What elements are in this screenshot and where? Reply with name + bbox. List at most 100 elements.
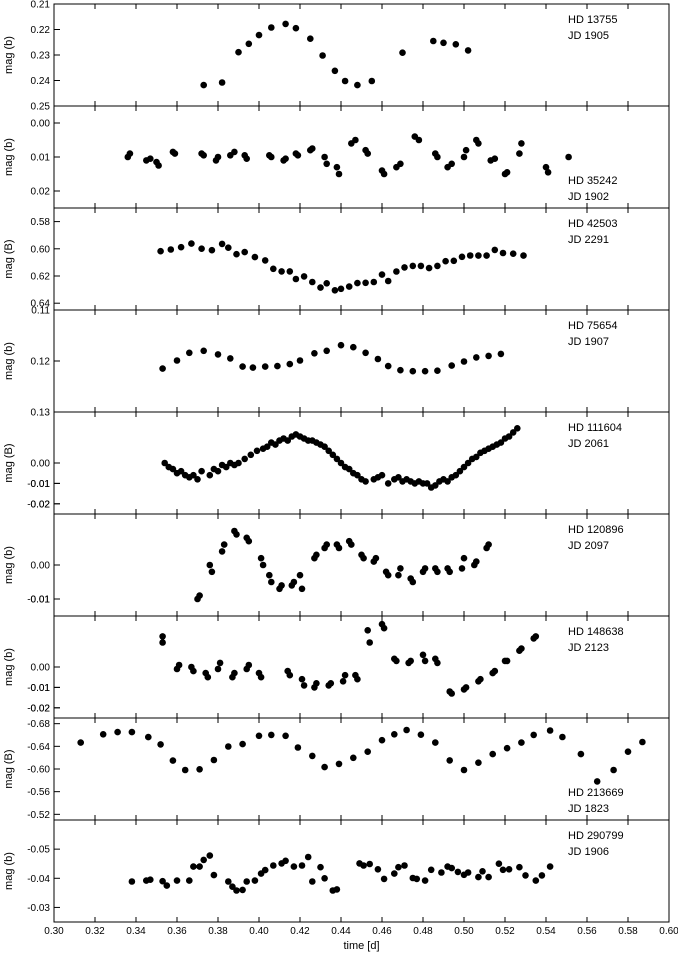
y-tick-label: -0.02 bbox=[27, 703, 50, 714]
data-point bbox=[544, 169, 552, 176]
data-point bbox=[253, 447, 261, 455]
data-point bbox=[198, 245, 205, 252]
data-point bbox=[163, 882, 171, 889]
data-point bbox=[155, 162, 162, 169]
data-point bbox=[399, 49, 406, 56]
data-point bbox=[268, 578, 275, 586]
data-point bbox=[206, 471, 214, 479]
data-point bbox=[169, 465, 177, 473]
data-point bbox=[454, 868, 462, 876]
data-point bbox=[204, 673, 212, 681]
y-tick-label: -0.03 bbox=[27, 903, 50, 914]
data-point bbox=[200, 856, 207, 864]
data-point bbox=[210, 756, 218, 764]
data-point bbox=[200, 152, 207, 159]
data-point bbox=[282, 20, 289, 28]
data-point bbox=[255, 732, 263, 740]
data-point bbox=[77, 739, 84, 746]
data-point bbox=[409, 578, 417, 586]
data-point bbox=[218, 548, 226, 555]
data-point bbox=[227, 355, 234, 362]
data-point bbox=[337, 285, 345, 293]
data-point bbox=[374, 355, 382, 363]
data-point bbox=[458, 565, 466, 572]
data-point bbox=[309, 878, 316, 885]
data-point bbox=[290, 578, 298, 586]
data-point bbox=[294, 152, 302, 159]
data-point bbox=[384, 480, 392, 487]
x-tick-label: 0.40 bbox=[249, 926, 269, 937]
data-point bbox=[485, 352, 492, 360]
y-tick-label: -0.01 bbox=[27, 479, 50, 490]
data-point bbox=[395, 863, 402, 871]
data-point bbox=[268, 24, 275, 31]
data-point bbox=[319, 52, 326, 59]
data-point bbox=[458, 253, 466, 261]
panel-1: 0.21 0.22 0.23 0.24 0.25 mag (b) HD 13755 JD 19… bbox=[3, 0, 670, 113]
data-point bbox=[514, 425, 521, 432]
y-axis-label: mag (B) bbox=[3, 443, 15, 482]
data-point bbox=[421, 367, 429, 375]
data-point bbox=[245, 661, 253, 669]
star-name-label: HD 120896 bbox=[568, 524, 624, 536]
data-point bbox=[391, 870, 398, 877]
data-point bbox=[247, 451, 255, 459]
data-point bbox=[307, 35, 314, 42]
data-point bbox=[448, 690, 456, 697]
x-tick-label: 0.46 bbox=[372, 926, 392, 937]
y-tick-label: 0.24 bbox=[31, 76, 51, 87]
data-point bbox=[503, 657, 511, 665]
data-point bbox=[222, 463, 230, 471]
data-point bbox=[450, 257, 458, 265]
x-tick-label: 0.56 bbox=[577, 926, 597, 937]
data-point bbox=[325, 447, 333, 455]
epoch-label: JD 2123 bbox=[568, 642, 609, 654]
data-point bbox=[231, 669, 238, 677]
x-tick-label: 0.54 bbox=[536, 926, 556, 937]
data-point bbox=[393, 657, 400, 665]
data-point bbox=[309, 278, 316, 286]
data-point bbox=[290, 863, 298, 870]
data-point bbox=[354, 675, 361, 683]
data-point bbox=[225, 244, 232, 251]
data-point bbox=[309, 145, 316, 152]
data-point bbox=[323, 280, 331, 287]
x-tick-label: 0.34 bbox=[126, 926, 146, 937]
panel-2: 0.00 0.01 0.02 mag (b) HD 35242 JD 1902 bbox=[3, 105, 670, 209]
data-point bbox=[241, 455, 248, 463]
data-point bbox=[147, 155, 154, 162]
data-point bbox=[462, 146, 470, 154]
x-tick-label: 0.58 bbox=[618, 926, 638, 937]
data-point bbox=[362, 349, 369, 357]
data-point bbox=[206, 561, 214, 569]
data-point bbox=[159, 639, 166, 646]
data-point bbox=[460, 153, 468, 161]
data-point bbox=[415, 136, 423, 144]
data-point bbox=[448, 160, 456, 168]
y-tick-label: -0.02 bbox=[27, 499, 50, 510]
data-point bbox=[159, 365, 166, 372]
data-point bbox=[225, 743, 232, 750]
data-point bbox=[505, 433, 513, 440]
data-point bbox=[266, 571, 273, 579]
data-point bbox=[177, 243, 185, 251]
data-point bbox=[475, 759, 482, 766]
data-point bbox=[354, 279, 361, 287]
data-point bbox=[114, 728, 121, 736]
data-point bbox=[509, 250, 517, 257]
data-point bbox=[503, 744, 511, 752]
y-tick-label: 0.02 bbox=[31, 703, 51, 714]
y-tick-label: 0.58 bbox=[31, 217, 51, 228]
data-point bbox=[333, 886, 341, 893]
data-point bbox=[380, 875, 388, 883]
data-point bbox=[171, 150, 179, 157]
star-name-label: HD 148638 bbox=[568, 626, 624, 638]
data-point bbox=[446, 568, 454, 576]
y-tick-label: -0.56 bbox=[27, 787, 50, 798]
data-point bbox=[421, 877, 429, 884]
data-point bbox=[272, 441, 279, 448]
data-point bbox=[516, 863, 523, 871]
data-point bbox=[366, 639, 374, 646]
data-point bbox=[477, 675, 484, 683]
